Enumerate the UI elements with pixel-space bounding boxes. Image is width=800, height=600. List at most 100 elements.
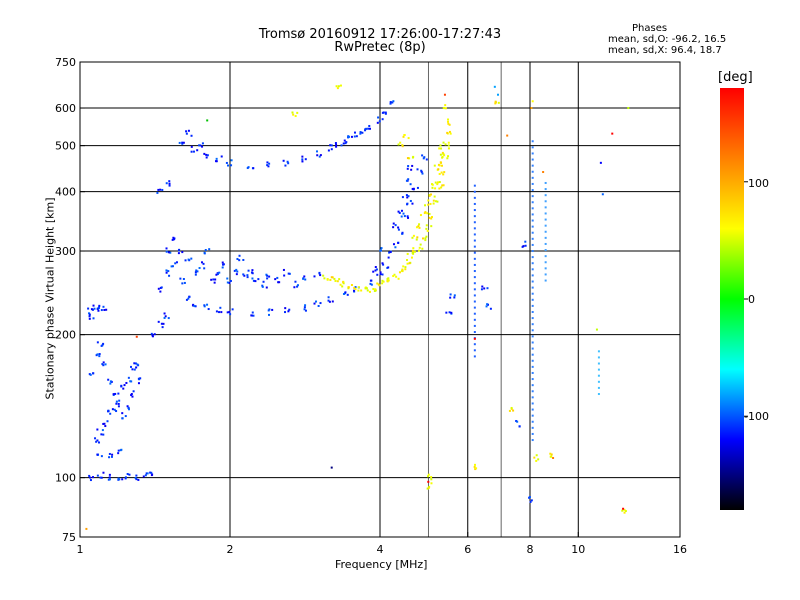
vertical-echo <box>473 221 476 224</box>
o-mode-echo <box>370 283 373 286</box>
x-mode-echo <box>407 137 410 140</box>
o-mode-echo <box>115 400 118 403</box>
x-mode-echo <box>381 282 384 285</box>
o-mode-echo <box>208 248 211 251</box>
o-mode-echo <box>251 272 254 275</box>
vertical-echo <box>531 243 534 246</box>
o-mode-echo <box>319 302 322 305</box>
x-mode-echo <box>326 278 329 281</box>
x-mode-echo <box>473 465 476 468</box>
vertical-echo <box>473 215 476 218</box>
o-mode-echo <box>530 499 533 502</box>
o-mode-echo <box>220 155 223 158</box>
x-mode-echo <box>418 246 421 249</box>
y-tick-label: 100 <box>55 472 76 485</box>
x-mode-echo <box>438 172 441 175</box>
x-mode-echo <box>357 286 360 289</box>
vertical-echo <box>544 200 547 203</box>
o-mode-echo <box>416 168 419 171</box>
o-mode-echo <box>266 161 269 164</box>
vertical-echo <box>473 245 476 248</box>
x-mode-echo <box>549 455 552 458</box>
o-mode-echo <box>97 307 100 310</box>
vertical-echo <box>531 213 534 216</box>
o-mode-echo <box>238 259 241 262</box>
x-tick-label: 16 <box>673 543 687 556</box>
o-mode-echo <box>387 266 390 269</box>
x-mode-echo <box>428 485 431 488</box>
x-mode-echo <box>449 132 452 135</box>
o-mode-echo <box>516 420 519 423</box>
o-mode-echo <box>403 215 406 218</box>
o-mode-echo <box>167 270 170 273</box>
vertical-echo <box>531 432 534 435</box>
o-mode-echo <box>107 378 110 381</box>
o-mode-echo <box>146 472 149 475</box>
o-mode-echo <box>185 298 188 301</box>
o-mode-echo <box>88 312 91 315</box>
x-mode-echo <box>330 276 333 279</box>
o-mode-echo <box>286 160 289 163</box>
o-mode-echo <box>392 243 395 246</box>
outlier-echo <box>542 171 545 174</box>
x-mode-echo <box>508 409 511 412</box>
x-mode-echo <box>623 508 626 511</box>
o-mode-echo <box>157 188 160 191</box>
x-mode-echo <box>434 187 437 190</box>
o-mode-echo <box>169 251 172 254</box>
o-mode-echo <box>450 311 453 314</box>
x-mode-echo <box>408 262 411 265</box>
o-mode-echo <box>483 287 486 290</box>
vertical-echo <box>531 292 534 295</box>
o-mode-echo <box>315 150 318 153</box>
x-mode-echo <box>422 237 425 240</box>
x-mode-echo <box>430 482 433 485</box>
vertical-echo <box>544 188 547 191</box>
o-mode-echo <box>102 342 105 345</box>
o-mode-echo <box>179 277 182 280</box>
o-mode-echo <box>486 287 489 290</box>
vertical-echo <box>531 262 534 265</box>
vertical-echo <box>531 268 534 271</box>
o-mode-echo <box>347 135 350 138</box>
o-mode-echo <box>379 273 382 276</box>
vertical-echo <box>473 312 476 315</box>
x-mode-echo <box>404 268 407 271</box>
x-mode-echo <box>442 173 445 176</box>
outlier-echo <box>622 507 625 510</box>
x-mode-echo <box>549 452 552 455</box>
o-mode-echo <box>108 456 111 459</box>
x-mode-echo <box>426 487 429 490</box>
o-mode-echo <box>252 167 255 170</box>
vertical-echo <box>544 242 547 245</box>
o-mode-echo <box>165 182 168 185</box>
o-mode-echo <box>420 170 423 173</box>
o-mode-echo <box>278 281 281 284</box>
o-mode-echo <box>105 308 108 311</box>
o-mode-echo <box>304 158 307 161</box>
x-mode-echo <box>424 204 427 207</box>
o-mode-echo <box>344 291 347 294</box>
vertical-echo <box>473 300 476 303</box>
o-mode-echo <box>138 378 141 381</box>
x-mode-echo <box>294 115 297 118</box>
o-mode-echo <box>89 476 92 479</box>
outlier-echo <box>473 337 476 340</box>
x-mode-echo <box>432 202 435 205</box>
chart-title: Tromsø 20160912 17:26:00-17:27:43 <box>258 27 502 42</box>
o-mode-echo <box>124 415 127 418</box>
o-mode-echo <box>159 290 162 293</box>
x-mode-echo <box>353 286 356 289</box>
o-mode-echo <box>315 300 318 303</box>
o-mode-echo <box>126 473 129 476</box>
vertical-echo <box>531 396 534 399</box>
o-mode-echo <box>214 278 217 281</box>
x-mode-echo <box>402 265 405 268</box>
o-mode-echo <box>196 270 199 273</box>
o-mode-echo <box>96 439 99 442</box>
x-mode-echo <box>419 214 422 217</box>
o-mode-echo <box>350 135 353 138</box>
o-mode-echo <box>319 274 322 277</box>
o-mode-echo <box>198 144 201 147</box>
o-mode-echo <box>130 393 133 396</box>
